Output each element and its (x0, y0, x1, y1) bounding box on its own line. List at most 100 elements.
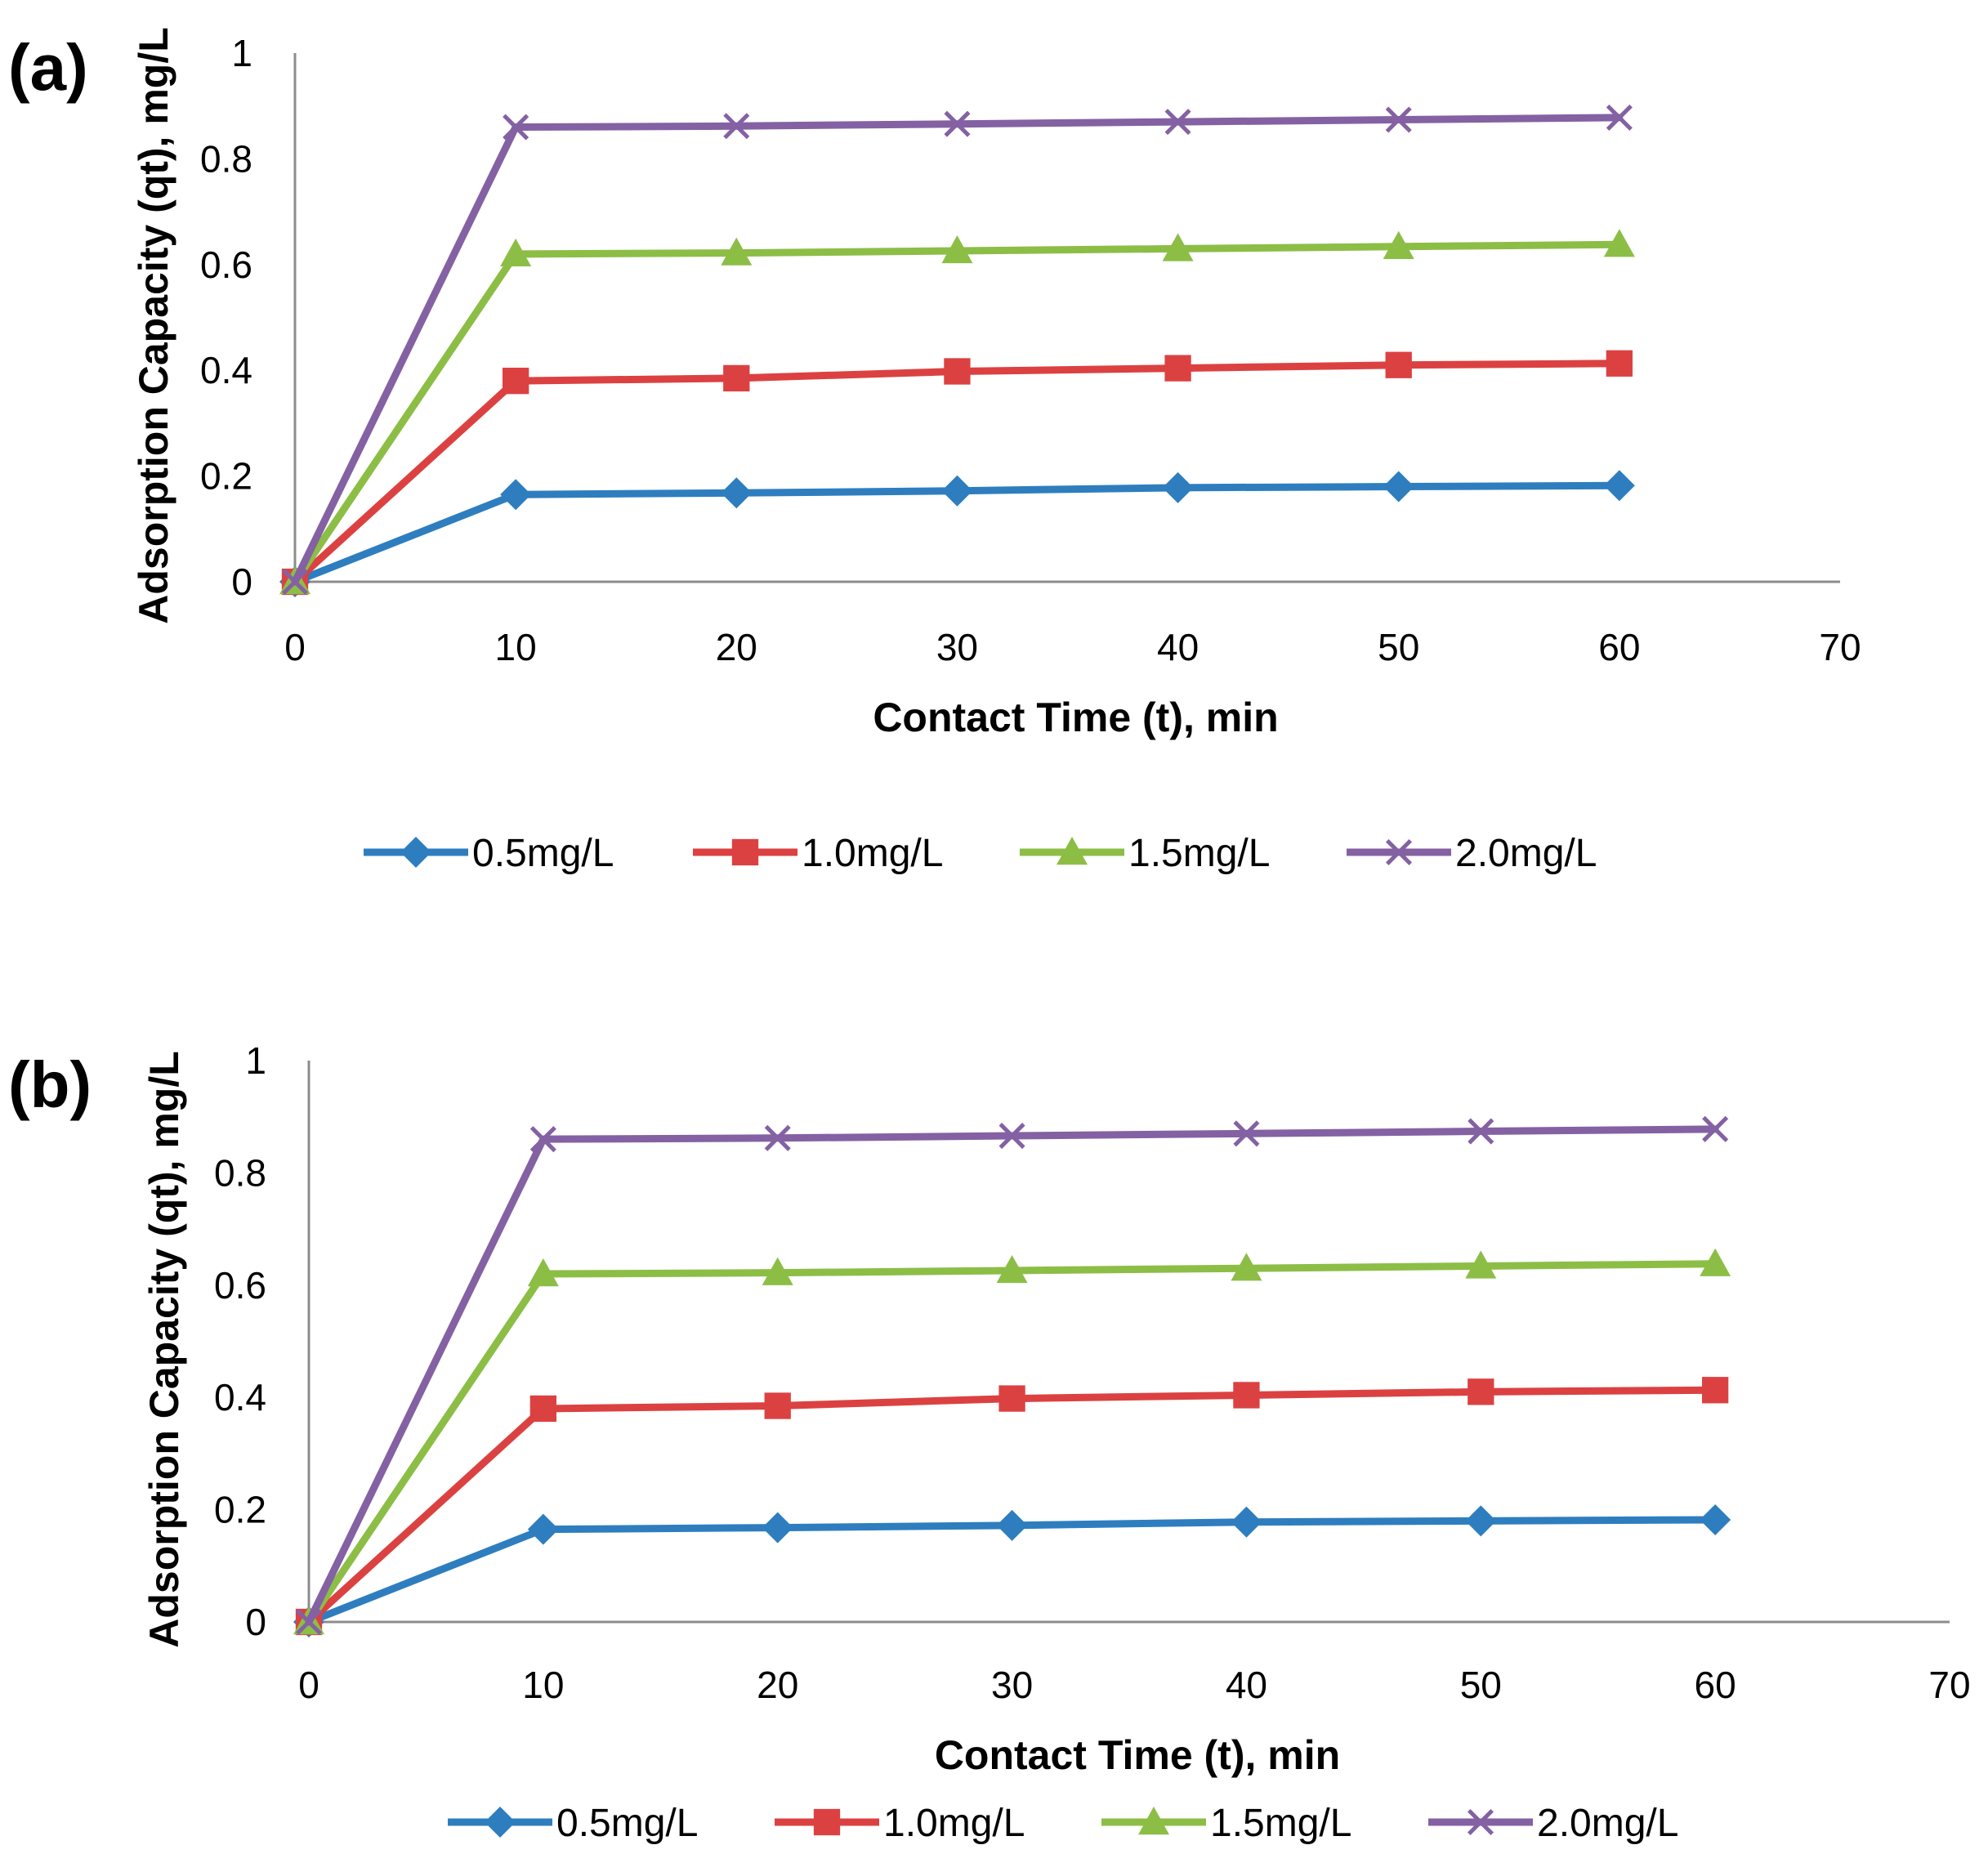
y-tick-label: 1 (245, 1039, 266, 1082)
series-line (305, 1386, 1719, 1626)
legend-label: 0.5mg/L (556, 1802, 698, 1845)
legend-item: 1.0mg/L (693, 832, 943, 875)
data-point (998, 1385, 1025, 1412)
data-point (502, 367, 529, 395)
series-line (291, 240, 1624, 586)
legend-item: 1.5mg/L (1020, 832, 1270, 875)
x-tick-label: 40 (1157, 626, 1199, 668)
series-0.5mg/L (293, 1503, 1731, 1637)
x-axis-title: Contact Time (t), min (935, 1732, 1340, 1778)
x-tick-label: 60 (1695, 1664, 1736, 1706)
data-point (1606, 350, 1633, 377)
data-point (1233, 1120, 1260, 1147)
data-point (1383, 230, 1414, 260)
series-1.0mg/L (295, 1377, 1729, 1636)
data-point (1603, 470, 1635, 502)
legend-label: 1.0mg/L (883, 1802, 1025, 1845)
series-line (291, 360, 1624, 586)
data-point (944, 110, 971, 137)
data-point (527, 1513, 559, 1545)
data-point (500, 238, 532, 267)
series-1.0mg/L (281, 350, 1633, 596)
x-tick-label: 0 (298, 1664, 319, 1706)
data-point (1468, 1378, 1494, 1405)
data-point (1701, 1377, 1729, 1404)
data-point (529, 1126, 556, 1153)
y-tick-label: 0.8 (200, 137, 252, 180)
y-tick-label: 0.2 (214, 1489, 266, 1531)
data-point (1162, 233, 1194, 261)
panel-label: (b) (8, 1048, 92, 1121)
y-tick-label: 0 (231, 561, 252, 603)
legend-label: 2.0mg/L (1455, 832, 1597, 875)
x-tick-label: 10 (495, 626, 537, 668)
legend-item: 2.0mg/L (1428, 1802, 1678, 1845)
data-point (1702, 1115, 1729, 1142)
series-line (305, 1260, 1719, 1626)
x-tick-label: 70 (1928, 1664, 1970, 1706)
y-axis-title: Adsorption Capacity (qt), mg/L (131, 27, 176, 624)
legend-marker (813, 1808, 841, 1836)
legend-label: 1.5mg/L (1210, 1802, 1351, 1845)
series-1.5mg/L (279, 229, 1635, 595)
data-point (1164, 355, 1191, 382)
data-point (1603, 229, 1635, 257)
x-tick-label: 10 (522, 1664, 564, 1706)
data-point (1468, 1118, 1494, 1145)
x-tick-label: 20 (757, 1664, 798, 1706)
data-point (1465, 1505, 1497, 1537)
y-tick-label: 0.4 (200, 349, 252, 391)
legend: 0.5mg/L 1.0mg/L 1.5mg/L 2.0mg/L (448, 1802, 1678, 1845)
y-tick-label: 1 (231, 32, 252, 74)
data-point (1606, 104, 1633, 131)
data-point (503, 114, 529, 141)
series-2.0mg/L (281, 104, 1633, 596)
y-tick-label: 0.4 (214, 1376, 266, 1418)
y-axis-title: Adsorption Capacity (qt), mg/L (141, 1051, 187, 1648)
data-point (721, 237, 753, 266)
data-point (1385, 351, 1412, 378)
y-tick-label: 0.2 (200, 455, 252, 498)
data-point (1383, 471, 1414, 503)
x-tick-label: 0 (284, 626, 306, 668)
legend-item: 1.0mg/L (775, 1802, 1025, 1845)
legend-item: 2.0mg/L (1347, 832, 1597, 875)
legend-marker (1138, 1807, 1169, 1835)
x-tick-label: 50 (1460, 1664, 1502, 1706)
legend-marker (400, 837, 431, 868)
y-tick-label: 0.6 (214, 1264, 266, 1307)
series-line (305, 1125, 1719, 1626)
y-tick-label: 0.6 (200, 243, 252, 286)
legend: 0.5mg/L 1.0mg/L 1.5mg/L 2.0mg/L (364, 832, 1597, 875)
legend-item: 0.5mg/L (364, 832, 614, 875)
legend-label: 2.0mg/L (1537, 1802, 1678, 1845)
legend-marker (1057, 837, 1088, 865)
data-point (764, 1392, 791, 1419)
data-point (1700, 1503, 1731, 1535)
x-tick-label: 40 (1226, 1664, 1267, 1706)
data-point (1231, 1253, 1262, 1281)
data-point (295, 1608, 323, 1636)
legend-label: 1.0mg/L (802, 832, 943, 875)
data-point (996, 1509, 1028, 1541)
x-tick-label: 70 (1819, 626, 1861, 668)
data-point (281, 568, 309, 596)
legend-marker (731, 838, 759, 866)
y-tick-label: 0.8 (214, 1151, 266, 1194)
data-point (1465, 1250, 1497, 1279)
x-axis-title: Contact Time (t), min (873, 695, 1278, 740)
data-point (527, 1258, 559, 1287)
panel-label: (a) (8, 31, 88, 104)
x-tick-label: 50 (1378, 626, 1419, 668)
series-line (291, 114, 1624, 586)
legend-item: 0.5mg/L (448, 1802, 698, 1845)
data-point (941, 475, 973, 507)
data-point (721, 477, 753, 509)
legend-marker (1385, 838, 1413, 866)
data-point (941, 235, 973, 264)
series-0.5mg/L (279, 470, 1635, 597)
data-point (529, 1395, 557, 1423)
data-point (1164, 109, 1191, 136)
series-2.0mg/L (295, 1115, 1729, 1636)
